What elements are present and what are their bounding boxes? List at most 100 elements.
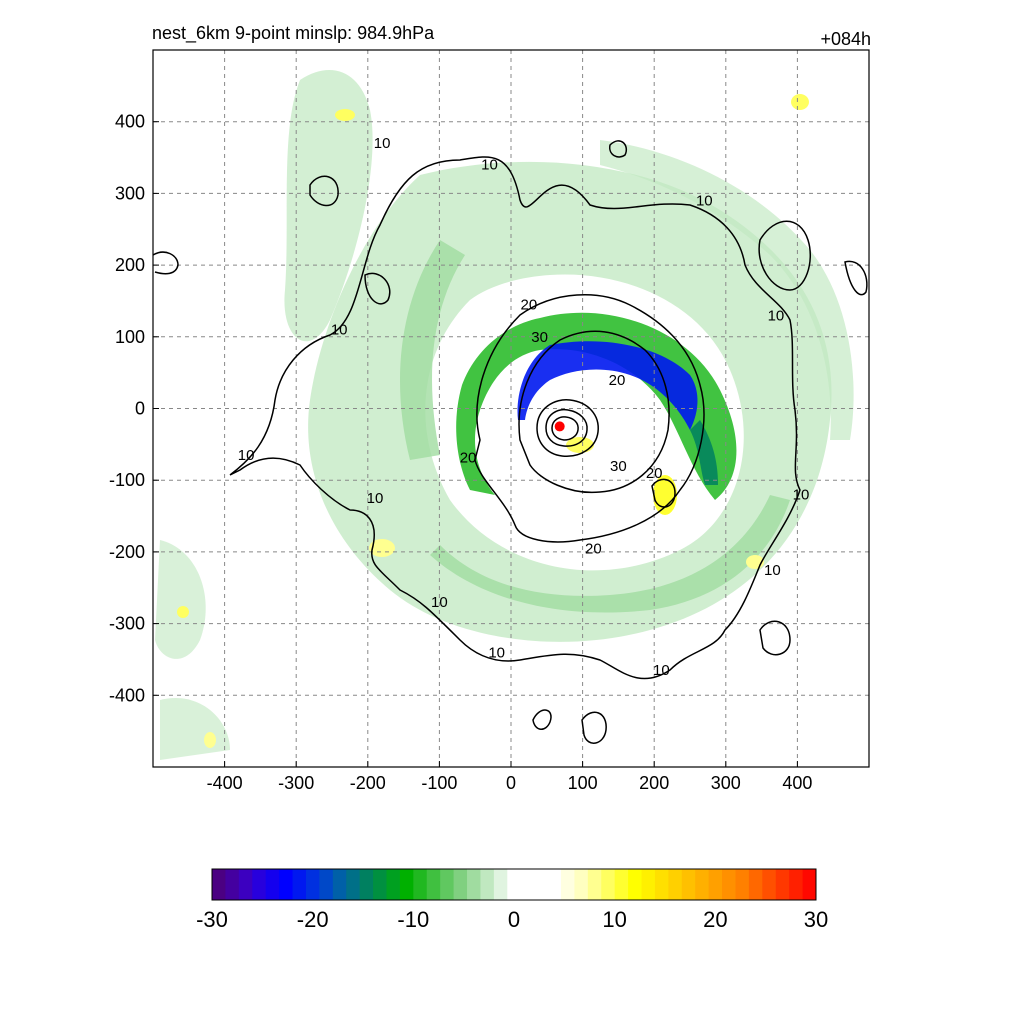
colorbar-swatch (252, 869, 267, 900)
shaded-field (155, 70, 854, 760)
positive-patch-shade (566, 437, 594, 453)
contour-lines (153, 140, 868, 744)
colorbar-swatch (413, 869, 428, 900)
colorbar-swatch (279, 869, 294, 900)
colorbar-swatch (399, 869, 414, 900)
contour-10-island (309, 175, 339, 207)
colorbar-swatch (560, 869, 575, 900)
forecast-hour-label: +084h (820, 29, 871, 49)
contour-label: 10 (374, 135, 391, 152)
colorbar-swatch (614, 869, 629, 900)
colorbar-swatch (641, 869, 656, 900)
y-tick-label: 0 (135, 399, 145, 419)
contour-label: 10 (367, 490, 384, 507)
colorbar-swatch (762, 869, 777, 900)
storm-center-marker (554, 421, 565, 432)
colorbar-swatch (319, 869, 334, 900)
colorbar-swatch (775, 869, 790, 900)
x-tick-label: 200 (639, 773, 669, 793)
contour-10-island (651, 478, 676, 508)
contour-eye-core (551, 416, 579, 441)
colorbar-swatch (601, 869, 616, 900)
colorbar-swatch (695, 869, 710, 900)
western-rainband-shade (400, 240, 465, 460)
colorbar-swatch (520, 869, 535, 900)
colorbar-swatch (305, 869, 320, 900)
contour-10-outer (229, 156, 801, 680)
colorbar-swatch (292, 869, 307, 900)
colorbar-swatch (359, 869, 374, 900)
colorbar-swatch (722, 869, 736, 900)
colorbar-swatch (628, 869, 643, 900)
colorbar-tick-label: -20 (297, 907, 329, 932)
y-axis: -400 -300 -200 -100 0 100 200 300 400 (109, 112, 159, 705)
y-tick-label: -400 (109, 685, 145, 705)
positive-patch-shade (177, 606, 189, 618)
contour-label: 30 (610, 458, 627, 475)
colorbar-swatch (386, 869, 401, 900)
y-tick-label: 300 (115, 183, 145, 203)
x-tick-label: -400 (207, 773, 243, 793)
contour-label: 20 (460, 449, 477, 466)
x-tick-label: 100 (568, 773, 598, 793)
contour-label: 20 (609, 372, 626, 389)
contour-label: 10 (696, 193, 713, 210)
colorbar-swatch (238, 869, 253, 900)
x-tick-label: -300 (278, 773, 314, 793)
positive-patch-shade (204, 732, 216, 748)
colorbar-swatch (534, 869, 549, 900)
contour-label: 10 (488, 644, 505, 661)
x-tick-label: -200 (350, 773, 386, 793)
contour-inner-ring (536, 399, 599, 457)
colorbar-swatch (681, 869, 696, 900)
x-axis: -400 -300 -200 -100 0 100 200 300 400 (207, 761, 812, 793)
colorbar-swatch (265, 869, 280, 900)
x-tick-label: 400 (782, 773, 812, 793)
colorbar-swatch (507, 869, 522, 900)
contour-10-island (759, 620, 791, 656)
y-tick-label: -200 (109, 542, 145, 562)
colorbar-swatch (467, 869, 481, 900)
positive-patch-shade (791, 94, 809, 110)
colorbar-swatch (587, 869, 602, 900)
colorbar-swatch (453, 869, 468, 900)
y-tick-label: 100 (115, 327, 145, 347)
contour-label: 30 (531, 329, 548, 346)
eyewall-blue-shade (517, 341, 698, 430)
colorbar-swatch (802, 869, 817, 900)
positive-patch-shade (335, 109, 355, 121)
colorbar-frame (211, 868, 817, 901)
contour-10-island (581, 711, 607, 744)
contour-label: 20 (521, 297, 538, 314)
southern-rainband-shade (430, 495, 790, 613)
colorbar-swatch (654, 869, 669, 900)
x-tick-label: -100 (421, 773, 457, 793)
y-tick-label: -300 (109, 614, 145, 634)
contour-label: 10 (331, 322, 348, 339)
colorbar-swatch (225, 869, 240, 900)
colorbar-swatch (426, 869, 441, 900)
eyewall-teal-shade (690, 420, 718, 485)
contour-eye-ring (545, 408, 588, 447)
colorbar-tick-label: 0 (508, 907, 520, 932)
grid-lines (153, 50, 869, 767)
colorbar: -30 -20 -10 0 10 20 30 (196, 868, 828, 932)
contour-10-island (609, 140, 627, 158)
colorbar-swatch (212, 869, 226, 900)
colorbar-swatch (493, 869, 508, 900)
contour-label: 10 (431, 594, 448, 611)
colorbar-swatch (547, 869, 562, 900)
plot-area: 10 10 10 10 10 10 10 10 10 10 10 10 20 20 20 20 20 30 30 (153, 50, 869, 767)
y-tick-label: 400 (115, 112, 145, 132)
colorbar-swatch (668, 869, 683, 900)
x-tick-label: 0 (506, 773, 516, 793)
colorbar-swatch (480, 869, 495, 900)
colorbar-swatch (440, 869, 455, 900)
colorbar-tick-label: -30 (196, 907, 228, 932)
y-tick-label: 200 (115, 255, 145, 275)
contour-label: 10 (238, 447, 255, 464)
x-tick-label: 300 (711, 773, 741, 793)
contour-label: 20 (585, 540, 602, 557)
colorbar-swatch (735, 869, 750, 900)
